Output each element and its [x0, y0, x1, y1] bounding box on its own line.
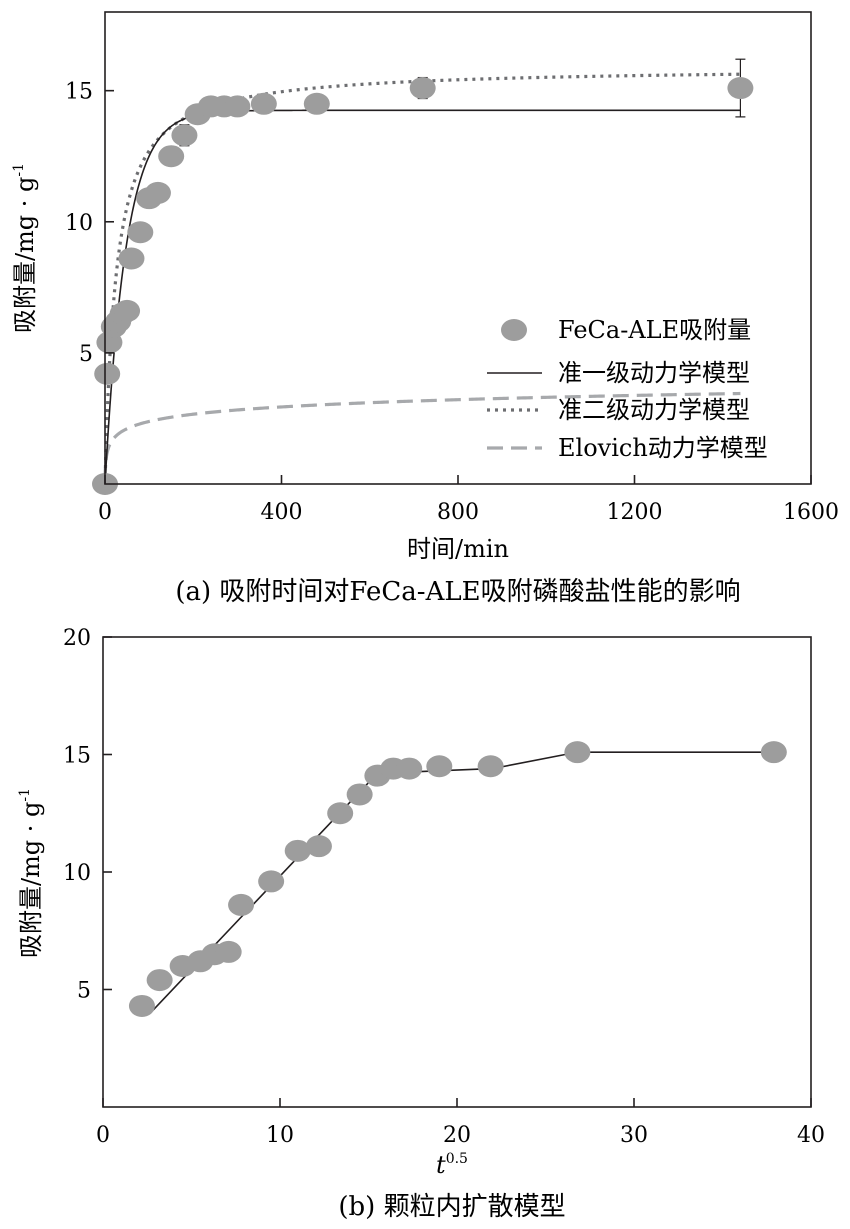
pfo-curve — [104, 109, 741, 485]
chart-a-legend: FeCa-ALE吸附量 准一级动力学模型 准二级动力学模型 Elovich动力学… — [487, 316, 768, 462]
chart-b-xtick-label: 40 — [797, 1123, 825, 1148]
data-point — [327, 802, 354, 825]
legend-label-pso: 准二级动力学模型 — [558, 396, 750, 424]
chart-b-xlabel: t0.5 — [436, 1151, 468, 1179]
data-point — [114, 299, 141, 322]
chart-a-xtick-label: 1600 — [783, 500, 839, 525]
chart-a-ticks: 0 400 800 1200 1600 5 10 15 — [65, 80, 839, 525]
data-point — [346, 783, 373, 806]
legend-marker-points — [501, 319, 527, 341]
data-point — [760, 741, 787, 764]
data-point — [144, 181, 171, 204]
chart-b-xtick-label: 20 — [443, 1123, 471, 1148]
data-point — [127, 221, 154, 244]
chart-b-ylabel: 吸附量/mg · g-1 — [17, 788, 45, 958]
chart-a-xlabel: 时间/min — [407, 535, 509, 563]
data-point — [426, 755, 453, 778]
data-point — [94, 362, 121, 385]
chart-b-ticks: 0 10 20 30 40 5 10 15 20 — [63, 626, 825, 1148]
chart-b-caption: (b) 颗粒内扩散模型 — [338, 1192, 565, 1222]
chart-b: 0 10 20 30 40 5 10 15 20 t0.5 吸附量/mg · g-1 (b) 颗… — [17, 626, 825, 1222]
data-point — [284, 839, 311, 862]
data-point — [303, 92, 330, 115]
legend-label-elovich: Elovich动力学模型 — [558, 434, 768, 462]
chart-a: 0 400 800 1200 1600 5 10 15 时间/min 吸附量/mg · g-1… — [11, 11, 839, 607]
chart-b-fit-line — [151, 751, 774, 1012]
data-point — [409, 77, 436, 100]
legend-label-pfo: 准一级动力学模型 — [558, 359, 750, 387]
data-point — [305, 835, 332, 858]
diffusion-fit-line — [151, 751, 774, 1012]
chart-a-data-points — [92, 58, 754, 495]
chart-b-plot-frame — [102, 636, 812, 1108]
data-point — [228, 893, 255, 916]
data-point — [128, 994, 155, 1017]
data-point — [477, 755, 504, 778]
data-point — [396, 757, 423, 780]
data-point — [118, 247, 145, 270]
elovich-curve — [103, 391, 741, 485]
data-point — [727, 77, 754, 100]
chart-b-ytick-label: 5 — [77, 979, 91, 1004]
chart-a-xtick-label: 0 — [98, 500, 112, 525]
chart-a-ylabel: 吸附量/mg · g-1 — [11, 163, 39, 333]
legend-label-points: FeCa-ALE吸附量 — [558, 316, 751, 344]
chart-a-xtick-label: 400 — [261, 500, 303, 525]
data-point — [171, 124, 198, 147]
data-point — [258, 870, 285, 893]
chart-a-ytick-label: 5 — [79, 342, 93, 367]
chart-b-ytick-label: 10 — [63, 861, 91, 886]
pso-curve — [103, 72, 741, 485]
data-point — [146, 969, 173, 992]
data-point — [224, 95, 251, 118]
data-point — [250, 92, 277, 115]
chart-b-ytick-label: 15 — [63, 744, 91, 769]
data-point — [564, 741, 591, 764]
chart-a-xtick-label: 800 — [437, 500, 479, 525]
chart-b-xtick-label: 0 — [96, 1123, 110, 1148]
chart-b-data-points — [128, 741, 787, 1017]
chart-a-ytick-label: 10 — [65, 211, 93, 236]
chart-b-xtick-label: 10 — [266, 1123, 294, 1148]
chart-a-xtick-label: 1200 — [607, 500, 663, 525]
data-point — [158, 145, 185, 168]
chart-a-ytick-label: 15 — [65, 80, 93, 105]
data-point — [215, 940, 242, 963]
chart-a-caption: (a) 吸附时间对FeCa-ALE吸附磷酸盐性能的影响 — [175, 577, 740, 607]
chart-b-ytick-label: 20 — [63, 626, 91, 651]
chart-b-xtick-label: 30 — [620, 1123, 648, 1148]
